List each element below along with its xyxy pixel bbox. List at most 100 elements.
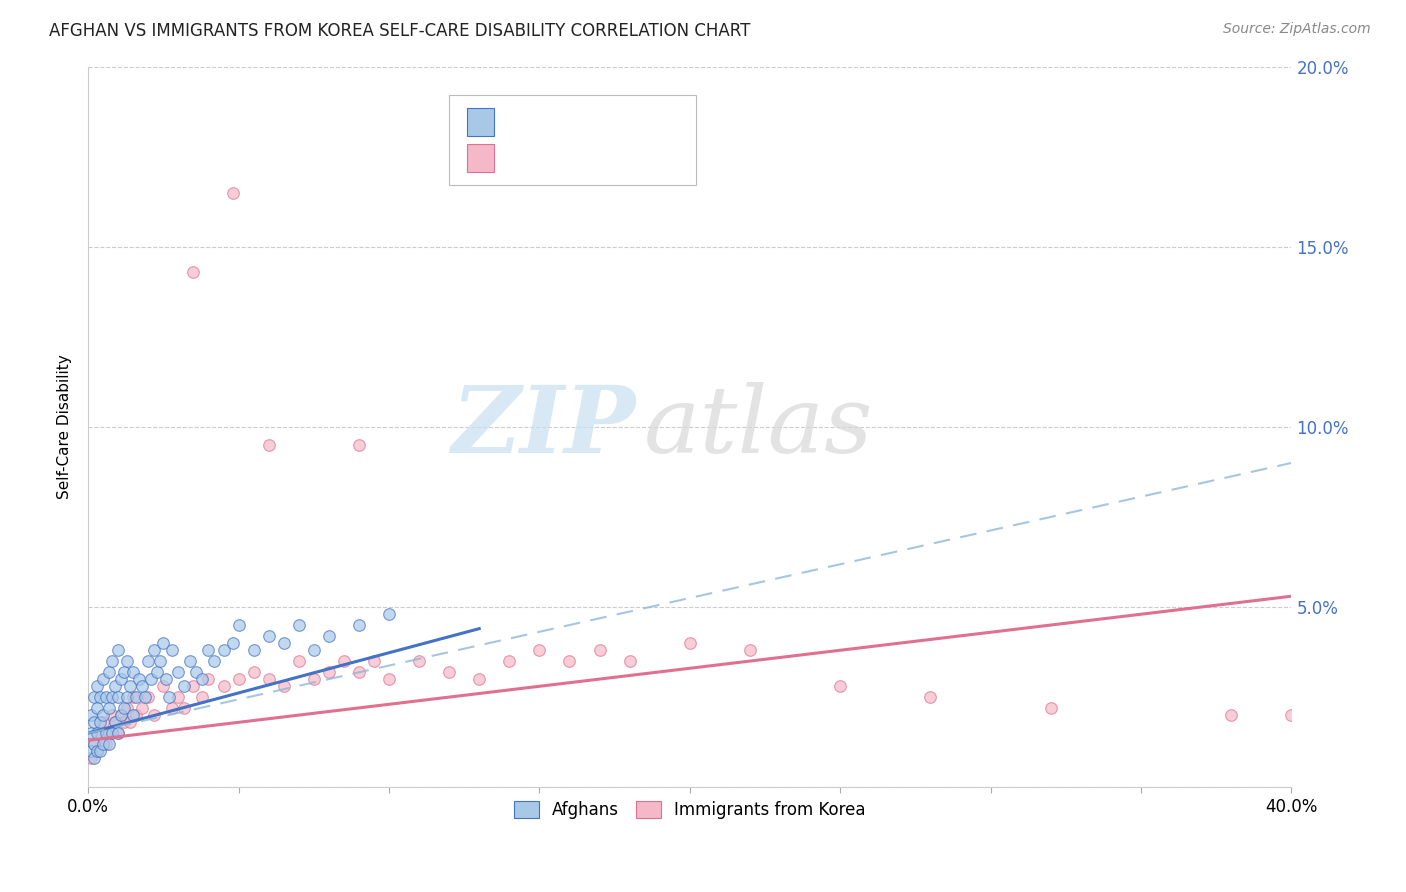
Point [91, 672, 114, 686]
Text: N =: N = [599, 149, 637, 167]
Point [107, 726, 129, 740]
Point [191, 672, 214, 686]
Point [143, 643, 166, 657]
Point [83, 715, 105, 730]
Point [162, 643, 184, 657]
Point [287, 618, 309, 632]
Point [468, 672, 491, 686]
Point [619, 654, 641, 668]
Point [167, 665, 190, 679]
Point [302, 643, 325, 657]
Point [83, 690, 105, 704]
Text: 0.221: 0.221 [546, 149, 593, 167]
Point [131, 701, 153, 715]
Point [152, 679, 174, 693]
Point [122, 708, 145, 723]
Point [91, 715, 114, 730]
Point [89, 726, 111, 740]
Point [408, 654, 430, 668]
Point [86, 744, 108, 758]
Point [117, 701, 139, 715]
Point [363, 654, 385, 668]
Point [318, 665, 340, 679]
Point [80, 708, 103, 723]
Point [80, 726, 103, 740]
Point [143, 708, 166, 723]
Text: AFGHAN VS IMMIGRANTS FROM KOREA SELF-CARE DISABILITY CORRELATION CHART: AFGHAN VS IMMIGRANTS FROM KOREA SELF-CAR… [49, 22, 751, 40]
Point [136, 690, 159, 704]
Y-axis label: Self-Care Disability: Self-Care Disability [58, 354, 72, 500]
Point [101, 708, 124, 723]
Point [120, 715, 142, 730]
Point [83, 737, 105, 751]
Point [183, 265, 205, 279]
Point [257, 629, 280, 643]
Point [131, 679, 153, 693]
Point [347, 438, 370, 452]
Point [498, 654, 520, 668]
Point [257, 438, 280, 452]
Point [173, 679, 195, 693]
Point [96, 737, 118, 751]
Point [273, 636, 295, 650]
Point [89, 715, 111, 730]
Point [112, 701, 135, 715]
Point [1220, 708, 1243, 723]
Point [86, 701, 108, 715]
Point [318, 629, 340, 643]
Point [228, 672, 250, 686]
Point [117, 690, 139, 704]
Point [529, 643, 551, 657]
Point [155, 672, 177, 686]
Point [197, 672, 219, 686]
Text: R =: R = [506, 149, 541, 167]
Point [302, 672, 325, 686]
Point [173, 701, 195, 715]
Point [179, 654, 201, 668]
Text: R =: R = [506, 113, 541, 131]
Text: 70: 70 [640, 113, 662, 131]
Point [110, 708, 132, 723]
Text: atlas: atlas [644, 382, 873, 472]
Point [221, 636, 243, 650]
Point [112, 665, 135, 679]
Point [152, 636, 174, 650]
Point [333, 654, 356, 668]
Point [86, 679, 108, 693]
Point [122, 690, 145, 704]
Point [83, 737, 105, 751]
Point [91, 737, 114, 751]
Point [149, 654, 172, 668]
Bar [467, 109, 494, 136]
Point [146, 665, 169, 679]
Point [830, 679, 852, 693]
Point [257, 672, 280, 686]
Point [112, 715, 135, 730]
Point [347, 618, 370, 632]
Point [134, 690, 156, 704]
Point [98, 737, 121, 751]
Text: 57: 57 [640, 149, 662, 167]
Point [738, 643, 761, 657]
Point [183, 679, 205, 693]
Point [107, 643, 129, 657]
Point [162, 701, 184, 715]
Point [242, 665, 264, 679]
Point [920, 690, 942, 704]
Point [104, 715, 127, 730]
Point [104, 715, 127, 730]
Point [378, 672, 401, 686]
Point [86, 726, 108, 740]
Point [221, 186, 243, 200]
Point [347, 665, 370, 679]
Point [110, 708, 132, 723]
Point [117, 654, 139, 668]
Point [80, 744, 103, 758]
Point [104, 679, 127, 693]
Point [107, 726, 129, 740]
Text: N =: N = [599, 113, 637, 131]
Point [89, 690, 111, 704]
Point [128, 672, 150, 686]
Point [120, 679, 142, 693]
Point [96, 690, 118, 704]
